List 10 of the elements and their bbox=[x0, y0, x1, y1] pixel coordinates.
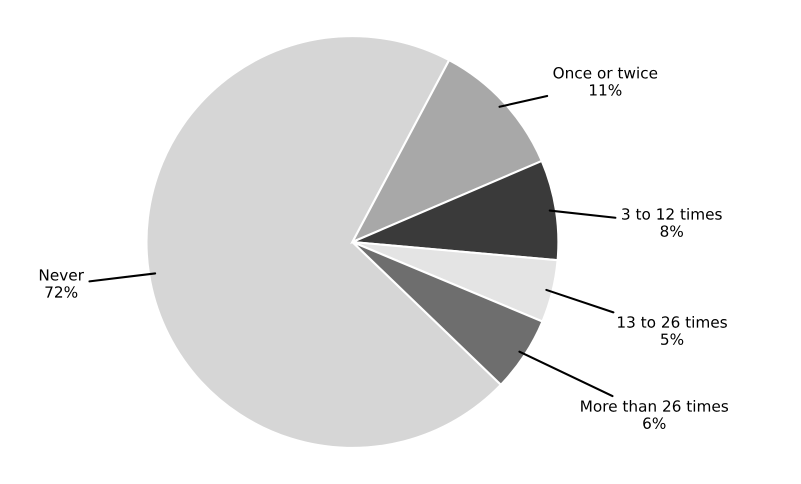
data-label: 5% bbox=[661, 333, 684, 345]
slice-label: 13 to 26 times bbox=[618, 316, 727, 328]
slice-label: More than 26 times bbox=[581, 400, 728, 412]
data-label: 72% bbox=[45, 286, 78, 298]
data-label: 8% bbox=[660, 225, 683, 237]
slice-label: 3 to 12 times bbox=[622, 208, 722, 220]
slice-label: Once or twice bbox=[553, 66, 658, 79]
data-label: 11% bbox=[590, 84, 622, 96]
data-label: 6% bbox=[643, 417, 666, 429]
slice-label: Never bbox=[40, 269, 84, 281]
